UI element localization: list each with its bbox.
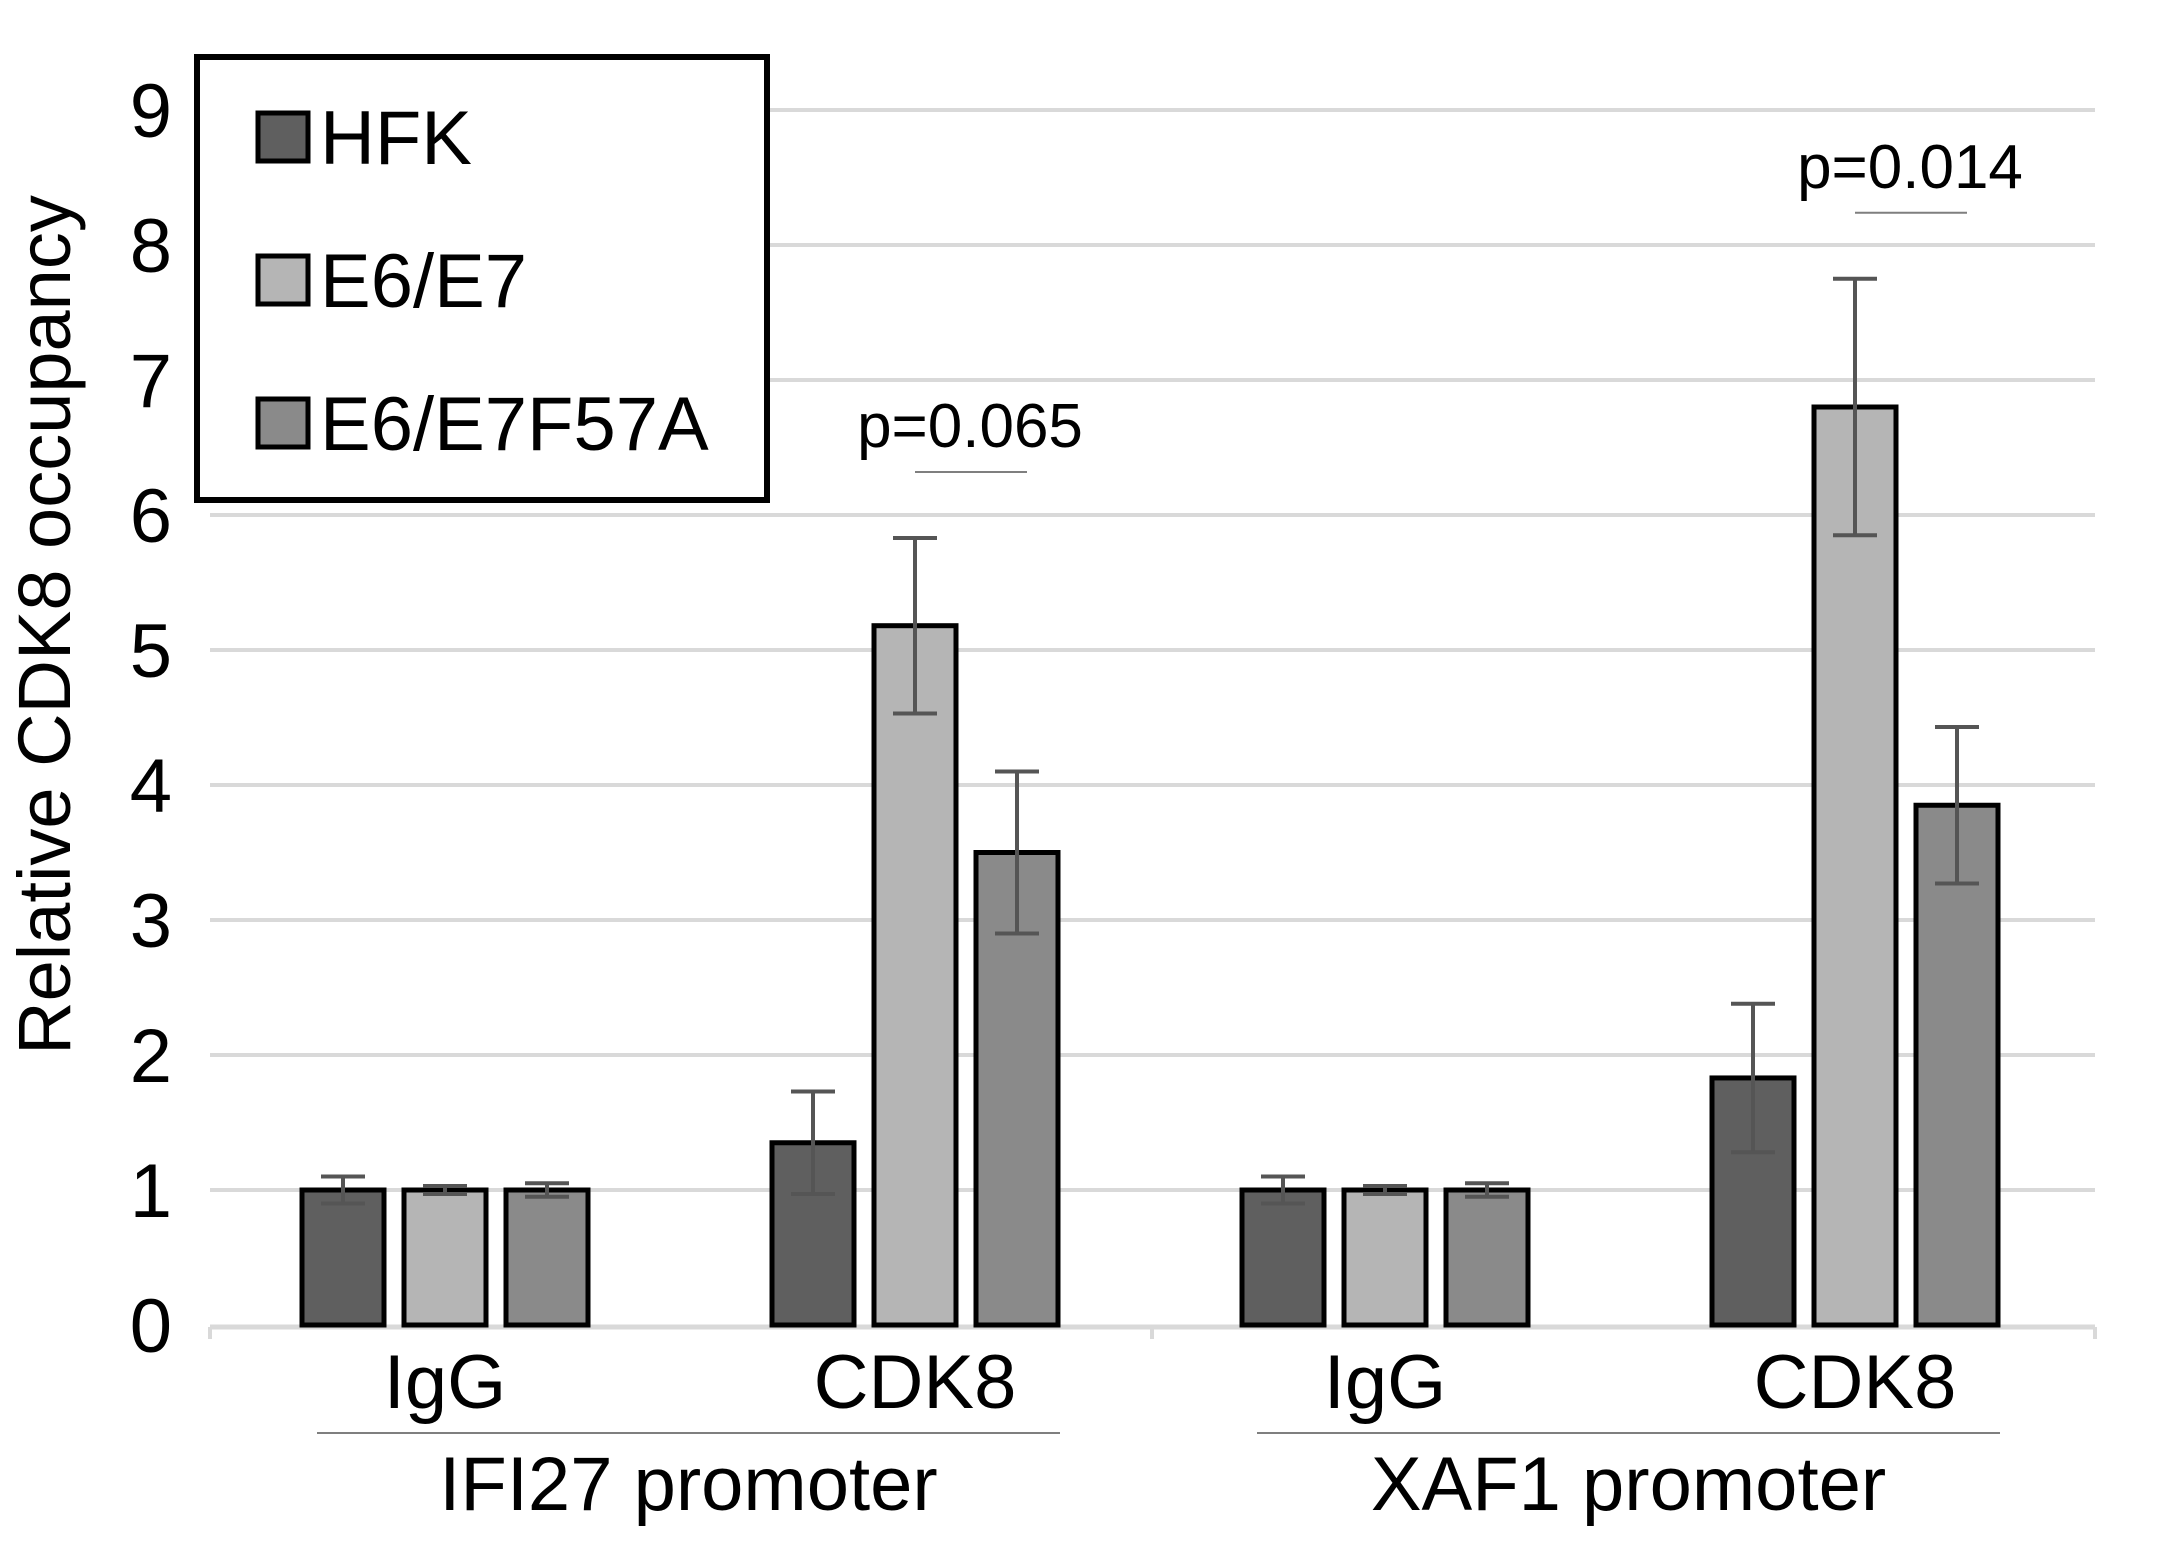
x-axis: [208, 1324, 2097, 1339]
category-labels: IgG CDK8 IgG CDK8: [384, 1340, 1957, 1425]
legend-swatch: [255, 253, 311, 307]
y-tick-labels: 0 1 2 3 4 5 6 7 8 9: [130, 69, 172, 1369]
annotations: p=0.065 p=0.014: [857, 133, 2023, 473]
bar: [871, 623, 959, 1328]
category-label: IgG: [384, 1340, 507, 1425]
y-tick-label: 3: [130, 879, 172, 964]
legend-swatch: [255, 396, 311, 450]
bar: [1811, 404, 1899, 1328]
y-tick-label: 7: [130, 339, 172, 424]
bar: [503, 1187, 591, 1328]
group-labels: IFI27 promoter XAF1 promoter: [317, 1432, 2000, 1527]
y-tick-label: 1: [130, 1149, 172, 1234]
category-label: IgG: [1324, 1340, 1447, 1425]
y-tick-label: 2: [130, 1014, 172, 1099]
y-tick-label: 5: [130, 609, 172, 694]
legend-label: E6/E7: [320, 239, 527, 324]
legend: HFK E6/E7 E6/E7F57A: [194, 54, 770, 503]
bar: [401, 1187, 489, 1328]
bar: [1239, 1187, 1327, 1328]
y-tick-label: 6: [130, 474, 172, 559]
bar: [299, 1187, 387, 1328]
y-axis-label: Relative CDK8 occupancy: [3, 195, 86, 1055]
bar: [1913, 802, 2001, 1328]
group-label: IFI27 promoter: [439, 1442, 937, 1527]
p-value-label: p=0.065: [857, 392, 1083, 461]
error-bars: [321, 276, 1979, 1206]
bars: [299, 404, 2001, 1328]
bar: [1443, 1187, 1531, 1328]
legend-label: HFK: [320, 96, 472, 181]
category-label: CDK8: [814, 1340, 1017, 1425]
group-label: XAF1 promoter: [1371, 1442, 1886, 1527]
bar: [1341, 1187, 1429, 1328]
y-tick-label: 8: [130, 204, 172, 289]
legend-swatch: [255, 110, 311, 164]
legend-label: E6/E7F57A: [320, 382, 709, 467]
bar: [769, 1140, 857, 1328]
p-value-label: p=0.014: [1797, 133, 2023, 202]
category-label: CDK8: [1754, 1340, 1957, 1425]
y-tick-label: 9: [130, 69, 172, 154]
y-tick-label: 0: [130, 1284, 172, 1369]
y-tick-label: 4: [130, 744, 172, 829]
